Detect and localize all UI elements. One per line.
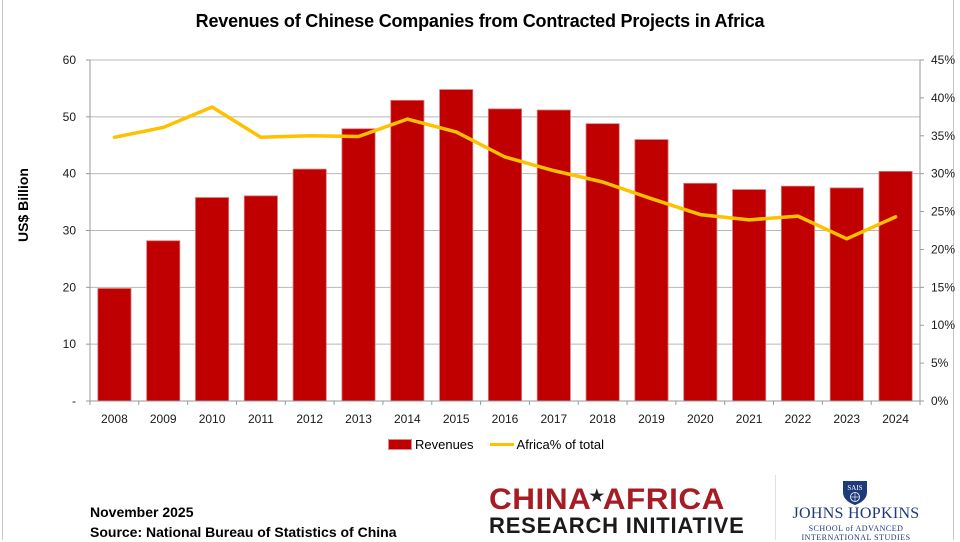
bar-2012: [293, 169, 326, 401]
x-tick-label-2015: 2015: [443, 412, 470, 426]
legend-label-africa-share: Africa% of total: [517, 437, 604, 452]
x-axis-ticks: 2008 2009 2010 2011 2012 2013 2014 2015 2016 2017…: [90, 401, 920, 426]
right-tick-label: 45%: [931, 53, 955, 67]
bar-series-revenues: [98, 90, 912, 401]
footer-date: November 2025: [90, 502, 397, 522]
x-tick-label-2019: 2019: [638, 412, 665, 426]
logo-text-johns-hopkins: JOHNS HOPKINS: [776, 505, 936, 523]
bar-2019: [635, 140, 668, 401]
bar-2014: [391, 100, 424, 401]
right-tick-label: 20%: [931, 242, 955, 256]
footer-source: Source: National Bureau of Statistics of…: [90, 522, 397, 542]
x-tick-label-2010: 2010: [199, 412, 226, 426]
footer: November 2025 Source: National Bureau of…: [90, 502, 397, 542]
right-tick-label: 35%: [931, 129, 955, 143]
bar-2010: [195, 198, 228, 401]
logo-text-school-of-advanced: SCHOOL of ADVANCED: [776, 524, 936, 533]
shield-text: SAIS: [847, 484, 862, 492]
star-icon: ★: [589, 488, 605, 505]
x-tick-label-2013: 2013: [345, 412, 372, 426]
x-tick-label-2023: 2023: [833, 412, 860, 426]
logo-text-africa: AFRICA: [603, 483, 725, 516]
right-axis-ticks: 0% 5% 10% 15% 20% 25% 30% 35% 40% 45%: [920, 53, 955, 408]
bar-2009: [147, 241, 180, 401]
left-tick-label: 10: [63, 337, 77, 351]
china-africa-research-initiative-logo: CHINA★AFRICA RESEARCH INITIATIVE: [489, 486, 759, 538]
left-tick-label: 60: [63, 53, 77, 67]
bar-2023: [830, 188, 863, 401]
left-tick-label: 30: [63, 224, 77, 238]
left-tick-label: 20: [63, 280, 77, 294]
bar-2017: [537, 110, 570, 401]
right-tick-label: 15%: [931, 280, 955, 294]
x-tick-label-2011: 2011: [248, 412, 274, 426]
x-tick-label-2009: 2009: [150, 412, 177, 426]
legend-label-revenues: Revenues: [415, 437, 474, 452]
right-tick-label: 25%: [931, 205, 955, 219]
logo-text-china: CHINA: [489, 483, 591, 516]
logo-text-research-initiative: RESEARCH INITIATIVE: [489, 514, 759, 538]
legend: Revenues Africa% of total: [388, 437, 604, 452]
legend-swatch-revenues: [388, 439, 412, 450]
x-tick-label-2016: 2016: [492, 412, 519, 426]
x-tick-label-2008: 2008: [101, 412, 128, 426]
x-tick-label-2017: 2017: [540, 412, 567, 426]
bar-2024: [879, 171, 912, 401]
x-tick-label-2014: 2014: [394, 412, 421, 426]
legend-swatch-africa-share: [490, 443, 514, 446]
bar-2011: [244, 196, 277, 401]
bar-2018: [586, 124, 619, 401]
bar-2008: [98, 288, 131, 401]
x-tick-label-2024: 2024: [882, 412, 909, 426]
x-tick-label-2022: 2022: [785, 412, 812, 426]
bar-2013: [342, 129, 375, 401]
left-tick-label: -: [72, 394, 76, 408]
right-tick-label: 5%: [931, 356, 949, 370]
x-tick-label-2018: 2018: [589, 412, 616, 426]
left-tick-label: 40: [63, 167, 77, 181]
x-tick-label-2020: 2020: [687, 412, 714, 426]
johns-hopkins-sais-logo: SAIS JOHNS HOPKINS SCHOOL of ADVANCED IN…: [775, 475, 946, 540]
right-tick-label: 40%: [931, 91, 955, 105]
x-tick-label-2021: 2021: [736, 412, 763, 426]
left-axis-ticks: - 10 20 30 40 50 60: [63, 53, 90, 408]
right-tick-label: 10%: [931, 318, 955, 332]
logo-text-international-studies: INTERNATIONAL STUDIES: [776, 533, 936, 542]
right-tick-label: 0%: [931, 394, 949, 408]
left-tick-label: 50: [63, 110, 77, 124]
x-tick-label-2012: 2012: [296, 412, 323, 426]
right-tick-label: 30%: [931, 167, 955, 181]
sais-shield-icon: SAIS: [841, 480, 869, 506]
